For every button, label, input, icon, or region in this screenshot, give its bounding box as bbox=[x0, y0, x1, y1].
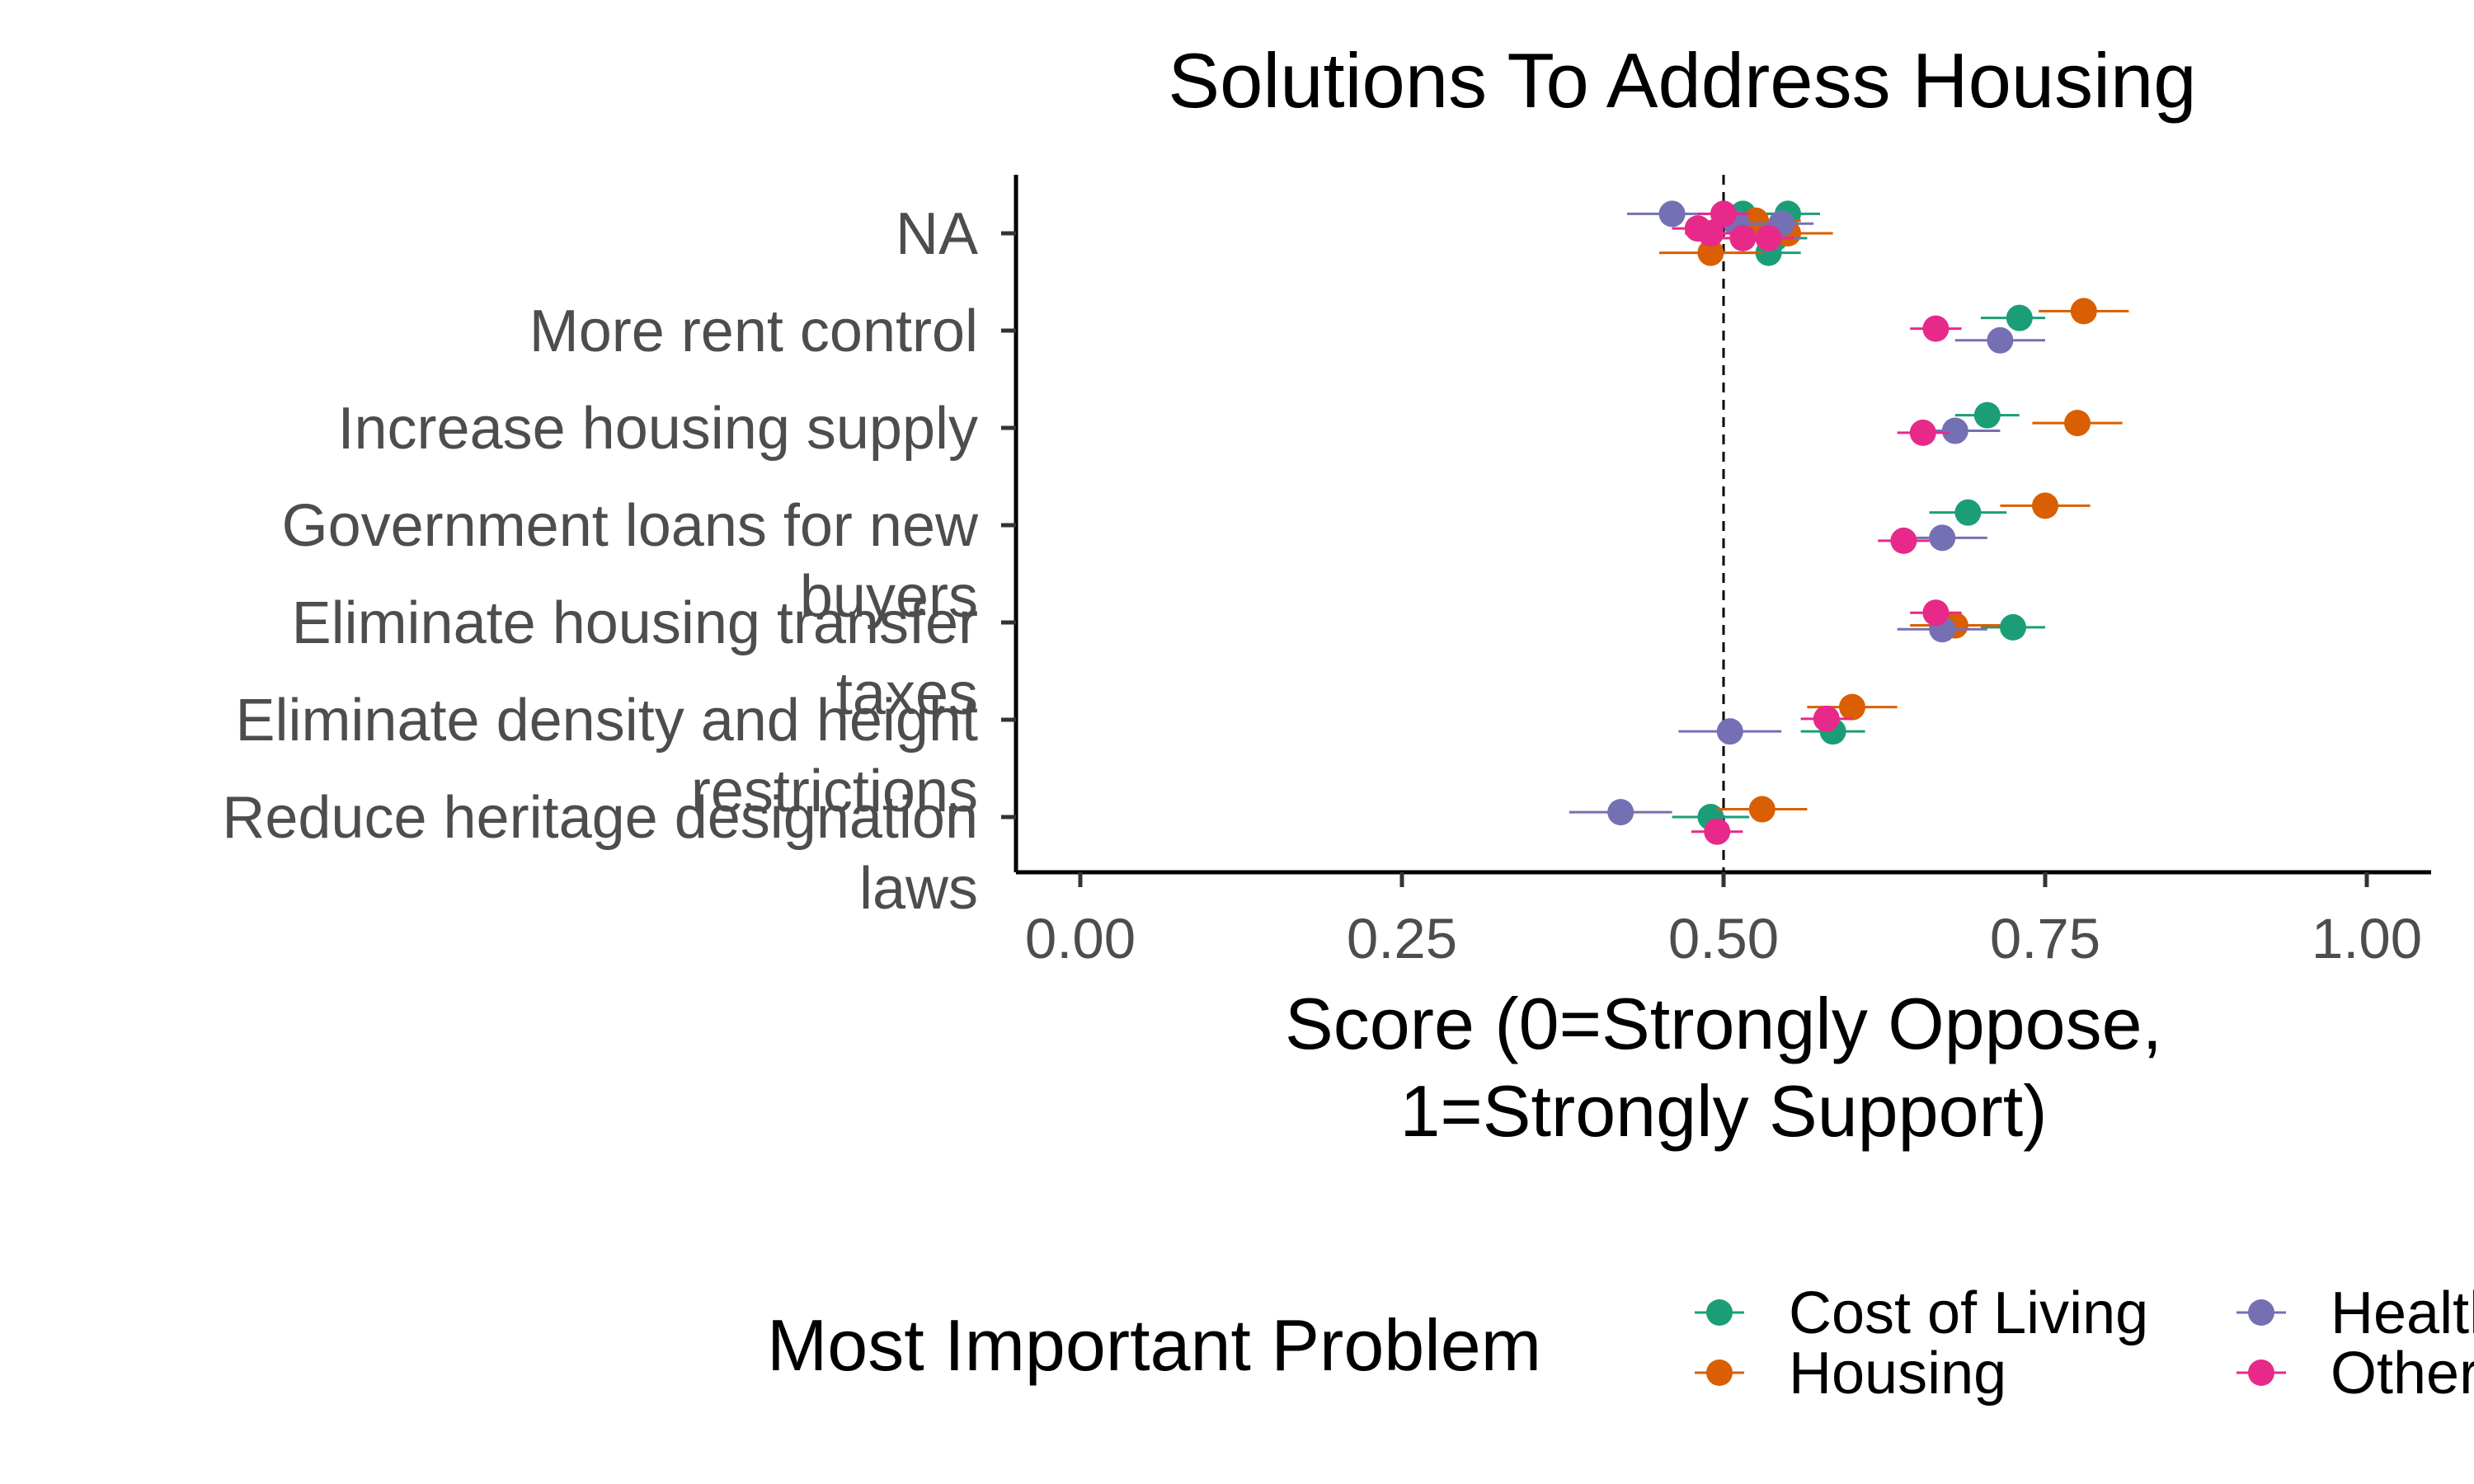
health-point bbox=[1941, 417, 1968, 444]
legend-key-point bbox=[2248, 1299, 2274, 1326]
legend-key-point bbox=[1706, 1360, 1733, 1386]
other-point bbox=[1890, 527, 1917, 554]
category-label: Eliminate density and height restrictions bbox=[235, 688, 978, 824]
health-point bbox=[1716, 718, 1743, 745]
legend-label: Health bbox=[2331, 1280, 2474, 1346]
legend-title: Most Important Problem bbox=[767, 1304, 1541, 1386]
na-other-point bbox=[1684, 215, 1711, 242]
na-housing-point bbox=[1697, 239, 1724, 266]
category-label: Reduce heritage designation laws bbox=[222, 785, 978, 922]
category-label: More rent control bbox=[529, 298, 978, 364]
cost-of-living-point bbox=[1973, 402, 2001, 429]
other-point bbox=[1922, 315, 1950, 342]
plot-area bbox=[1569, 175, 2129, 872]
cost-of-living-point bbox=[2000, 613, 2026, 641]
housing-point bbox=[2032, 492, 2058, 519]
other-point bbox=[1922, 599, 1950, 627]
housing-point bbox=[1748, 796, 1776, 823]
category-label: Eliminate housing transfer taxes bbox=[292, 590, 978, 727]
na-other-point bbox=[1755, 224, 1782, 251]
x-tick-label: 0.00 bbox=[1025, 907, 1136, 970]
x-tick-label: 0.50 bbox=[1668, 907, 1779, 970]
other-point bbox=[1909, 419, 1936, 446]
housing-point bbox=[1839, 693, 1865, 721]
na-other-point bbox=[1710, 200, 1737, 228]
legend-label: Other bbox=[2331, 1341, 2474, 1407]
x-tick-label: 0.25 bbox=[1347, 907, 1457, 970]
housing-point bbox=[2070, 298, 2097, 325]
category-label: Government loans for new buyers bbox=[282, 493, 979, 630]
legend-label: Housing bbox=[1789, 1341, 2006, 1407]
legend-key-point bbox=[2248, 1360, 2274, 1386]
cost-of-living-point bbox=[1954, 499, 1982, 526]
x-axis-title: Score (0=Strongly Oppose, 1=Strongly Supp… bbox=[1285, 983, 2162, 1152]
na-health-point bbox=[1658, 200, 1686, 228]
legend: Most Important Problem Cost of LivingHous… bbox=[767, 1280, 2474, 1407]
x-tick-label: 0.75 bbox=[1990, 907, 2100, 970]
category-label: NA bbox=[896, 201, 978, 267]
health-point bbox=[1987, 326, 2014, 354]
axes: NA More rent control Increase housing supp… bbox=[222, 175, 2431, 1152]
health-point bbox=[1607, 799, 1634, 826]
health-point bbox=[1929, 524, 1956, 552]
x-tick-label: 1.00 bbox=[2312, 907, 2422, 970]
other-point bbox=[1813, 705, 1840, 732]
housing-point bbox=[2064, 410, 2091, 437]
chart-title: Solutions To Address Housing bbox=[1168, 37, 2196, 124]
other-point bbox=[1704, 818, 1731, 845]
cost-of-living-point bbox=[2006, 304, 2033, 331]
category-label: Increase housing supply bbox=[338, 396, 979, 462]
legend-label: Cost of Living bbox=[1789, 1280, 2148, 1346]
legend-key-point bbox=[1706, 1299, 1733, 1326]
